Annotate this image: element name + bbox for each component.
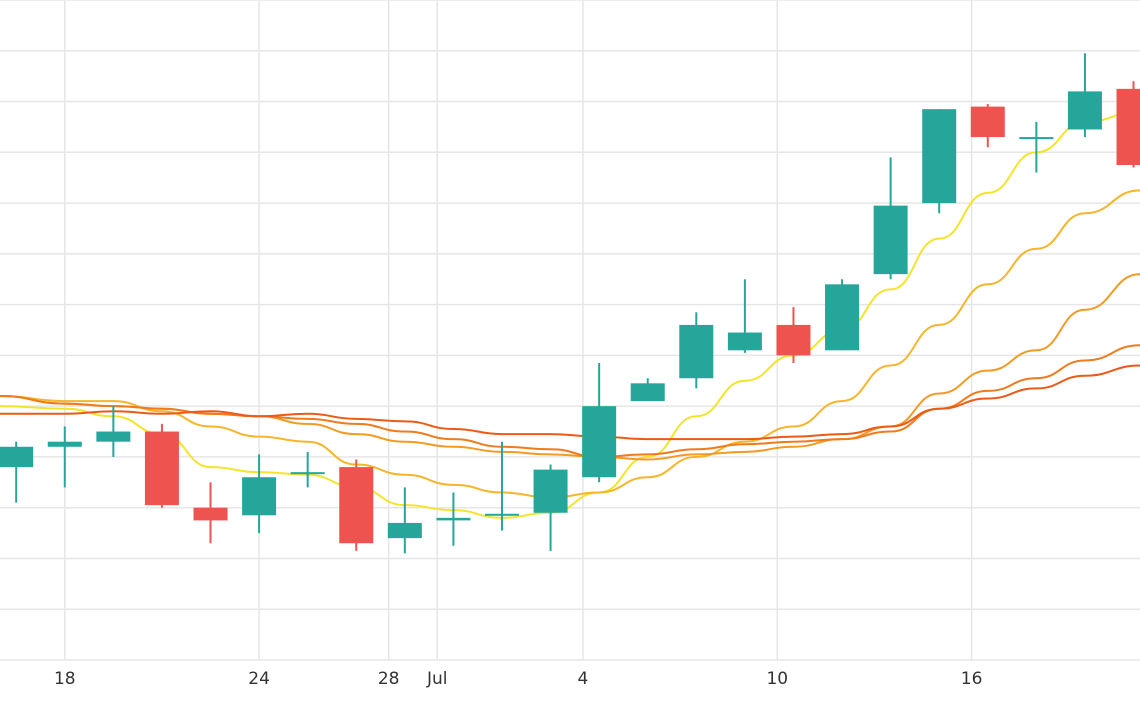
ma-line-2	[0, 189, 1140, 499]
candle	[290, 451, 325, 488]
candle	[1067, 53, 1102, 138]
candle-body-up	[679, 324, 714, 379]
x-tick-label: 4	[578, 669, 589, 689]
candle-body-up	[630, 383, 665, 402]
x-tick-label: 24	[248, 669, 270, 689]
candle	[970, 104, 1005, 148]
candle	[727, 279, 762, 353]
candle-body-up	[0, 446, 34, 468]
candle-body-up	[242, 477, 277, 516]
candle	[339, 459, 374, 551]
candle	[1019, 121, 1054, 173]
candle	[436, 492, 471, 546]
candle	[387, 487, 422, 554]
candle	[47, 426, 82, 488]
candle-body-up	[436, 517, 471, 521]
candle-body-up	[825, 284, 860, 351]
candle-body-up	[533, 469, 568, 513]
candle-body-up	[873, 205, 908, 275]
candle-body-up	[387, 522, 422, 539]
candles	[0, 53, 1140, 554]
moving-average-lines	[0, 110, 1140, 519]
candle	[679, 312, 714, 389]
candle-body-up	[582, 406, 617, 478]
candle-body-down	[339, 467, 374, 544]
grid	[0, 0, 1140, 661]
candle	[242, 454, 277, 534]
candle-body-up	[727, 332, 762, 351]
x-axis: 18 24 28 Jul 4 10 16	[54, 669, 982, 689]
candle-body-up	[290, 472, 325, 475]
candle	[1116, 81, 1140, 168]
candle-body-down	[970, 106, 1005, 138]
candle-body-up	[47, 441, 82, 447]
candle	[193, 482, 228, 544]
ma-line-4	[0, 344, 1140, 458]
candle	[0, 441, 34, 503]
x-tick-label: 18	[54, 669, 76, 689]
x-tick-label: 10	[766, 669, 788, 689]
candle-body-up	[96, 431, 131, 442]
x-tick-label: Jul	[426, 669, 448, 689]
candle	[144, 423, 179, 508]
candle-body-up	[484, 513, 519, 516]
candle	[825, 279, 860, 351]
candle	[776, 307, 811, 363]
ma-line-5	[0, 364, 1140, 441]
candle-body-down	[1116, 88, 1140, 165]
candle-body-up	[1019, 137, 1054, 140]
candle	[630, 378, 665, 402]
candle-body-up	[922, 109, 957, 204]
candle	[582, 363, 617, 483]
candle-body-down	[193, 507, 228, 521]
candle	[873, 157, 908, 280]
candle-body-down	[776, 324, 811, 356]
candle	[922, 109, 957, 214]
candle	[484, 441, 519, 531]
candle-body-down	[144, 431, 179, 506]
x-tick-label: 16	[961, 669, 983, 689]
candle	[96, 406, 131, 457]
candle-body-up	[1067, 91, 1102, 130]
candle	[533, 464, 568, 551]
x-tick-label: 28	[378, 669, 400, 689]
